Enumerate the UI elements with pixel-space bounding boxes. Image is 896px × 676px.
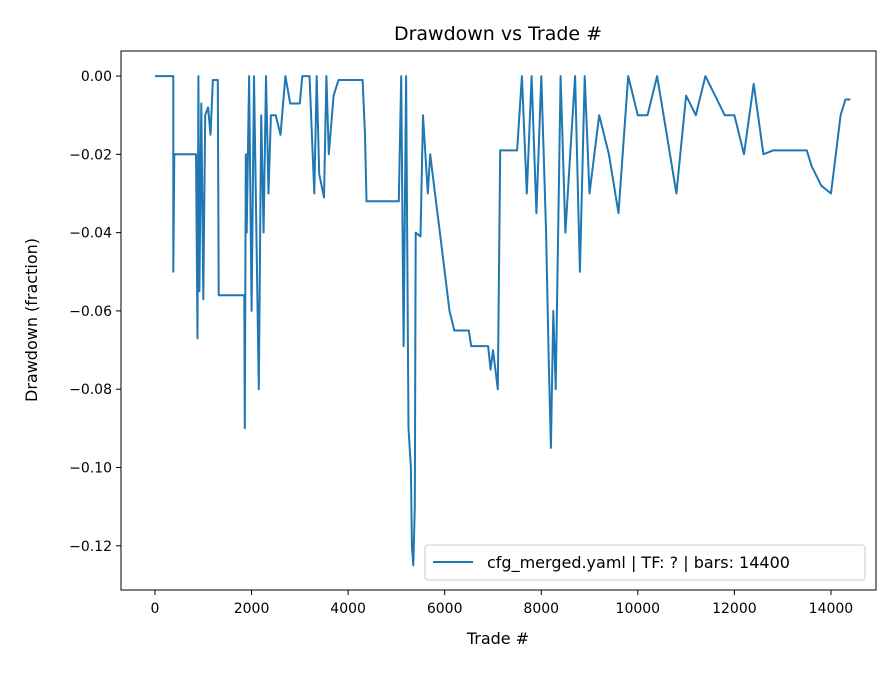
y-axis-label: Drawdown (fraction) [22, 238, 41, 402]
chart-title: Drawdown vs Trade # [394, 23, 602, 45]
axes-frame [120, 50, 877, 591]
legend: cfg_merged.yaml | TF: ? | bars: 14400 [424, 544, 866, 581]
y-tick-label: −0.12 [69, 539, 112, 555]
plot-area [155, 75, 851, 567]
y-tick-label: 0.00 [81, 69, 112, 85]
x-tick-label: 4000 [330, 601, 366, 617]
y-axis: 0.00 −0.02 −0.04 −0.06 −0.08 −0.10 −0.12 [69, 69, 121, 555]
y-tick-label: −0.10 [69, 460, 112, 476]
y-tick-label: −0.04 [69, 226, 112, 242]
y-tick-label: −0.02 [69, 147, 112, 163]
x-tick-label: 10000 [616, 601, 661, 617]
y-tick-label: −0.08 [69, 382, 112, 398]
x-tick-label: 0 [151, 601, 160, 617]
x-axis-label: Trade # [466, 629, 529, 648]
y-tick-label: −0.06 [69, 304, 112, 320]
x-tick-label: 14000 [809, 601, 854, 617]
x-tick-label: 8000 [523, 601, 559, 617]
x-tick-label: 12000 [712, 601, 757, 617]
legend-box [424, 544, 866, 581]
x-tick-label: 2000 [234, 601, 270, 617]
series-line-0 [155, 75, 851, 567]
x-axis: 0 2000 4000 6000 8000 10000 12000 14000 [151, 590, 854, 617]
legend-label: cfg_merged.yaml | TF: ? | bars: 14400 [487, 553, 790, 573]
x-tick-label: 6000 [427, 601, 463, 617]
